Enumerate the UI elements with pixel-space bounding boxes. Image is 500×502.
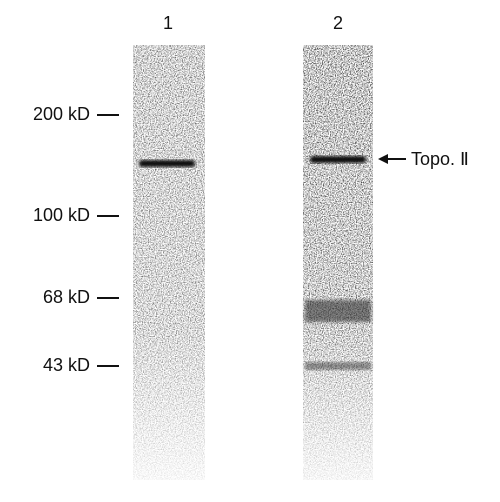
lane-2 (303, 45, 373, 480)
marker-label: 100 kD (33, 205, 90, 225)
marker-label: 43 kD (43, 355, 90, 375)
arrow-head (378, 154, 388, 164)
band (139, 160, 195, 167)
marker-label: 200 kD (33, 104, 90, 124)
lane-label: 1 (163, 13, 173, 33)
band (305, 300, 371, 322)
lane-1 (133, 45, 205, 480)
annotation-label: Topo. Ⅱ (411, 149, 469, 169)
band (310, 156, 366, 163)
markers: 200 kD 100 kD 68 kD 43 kD (33, 104, 119, 375)
annotation: Topo. Ⅱ (378, 149, 469, 169)
band (305, 362, 371, 370)
marker-label: 68 kD (43, 287, 90, 307)
lane-label: 2 (333, 13, 343, 33)
